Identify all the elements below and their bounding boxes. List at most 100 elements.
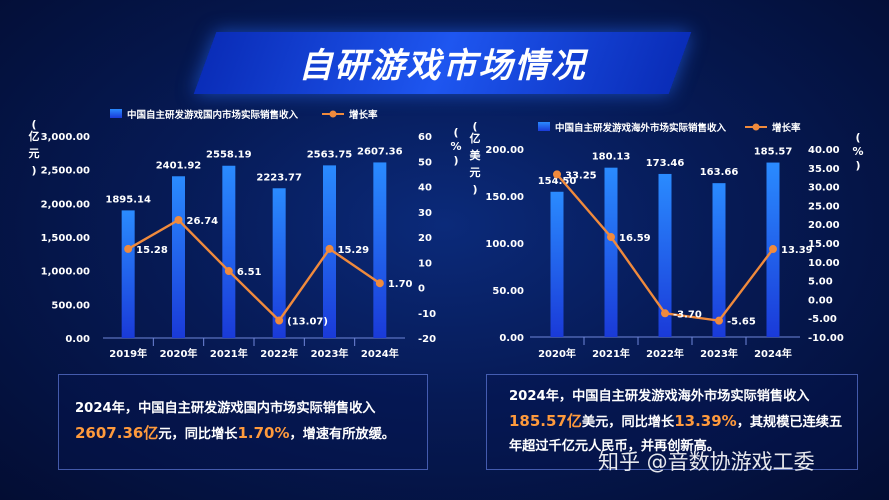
summary-right-text-1: 2024年，中国自主研发游戏海外市场实际销售收入	[509, 389, 810, 404]
x-tick-label: 2023年	[311, 347, 349, 360]
x-tick-label: 2021年	[210, 347, 248, 360]
bar-value-label: 173.46	[646, 158, 685, 169]
bar-value-label: 2223.77	[256, 172, 302, 183]
bar	[121, 210, 135, 338]
bar-value-label: 2558.19	[206, 150, 252, 161]
x-tick-label: 2021年	[592, 347, 630, 360]
y-axis-label-right-paren: )	[855, 159, 860, 172]
growth-point	[769, 245, 777, 254]
summary-left-text-1: 2024年，中国自主研发游戏国内市场实际销售收入	[75, 401, 376, 416]
summary-right-value-2: 13.39%	[674, 412, 737, 430]
page-title: 自研游戏市场情况	[298, 46, 587, 86]
x-tick-label: 2022年	[260, 347, 298, 360]
growth-value-label: 15.29	[338, 245, 370, 256]
y-tick-right: 20	[418, 233, 432, 244]
y-tick-right: 30.00	[808, 183, 840, 194]
bar-value-label: 2563.75	[307, 149, 353, 160]
y-axis-label-left: 元	[29, 147, 40, 160]
y-tick-right: 30	[418, 208, 432, 219]
y-tick-right: 0.00	[808, 295, 833, 306]
y-tick-left: 200.00	[485, 145, 524, 156]
growth-point	[607, 233, 615, 242]
y-tick-left: 0.00	[65, 334, 90, 345]
growth-value-label: -3.70	[673, 309, 702, 320]
growth-value-label: 1.70	[388, 279, 413, 290]
y-tick-right: -10	[418, 309, 436, 320]
y-tick-right: 40	[418, 183, 432, 194]
summary-box-right: 2024年，中国自主研发游戏海外市场实际销售收入 185.57亿美元，同比增长1…	[486, 374, 858, 470]
bar	[222, 165, 236, 338]
bar	[712, 183, 726, 337]
growth-value-label: -5.65	[727, 317, 756, 328]
legend-bar-label: 中国自主研发游戏海外市场实际销售收入	[555, 122, 727, 134]
y-axis-label-left: 美	[470, 148, 482, 162]
growth-value-label: 15.28	[136, 245, 168, 256]
y-axis-label-right: %	[852, 145, 863, 158]
summary-box-left: 2024年，中国自主研发游戏国内市场实际销售收入 2607.36亿元，同比增长1…	[58, 374, 428, 470]
x-tick-label: 2022年	[646, 347, 684, 360]
growth-value-label: 13.39	[781, 245, 813, 256]
y-tick-right: -5.00	[808, 314, 837, 325]
legend-line-marker	[329, 110, 337, 118]
y-axis-label-left-paren: (	[472, 120, 477, 133]
growth-point	[661, 309, 669, 318]
y-axis-label-left-paren: )	[31, 164, 36, 177]
y-axis-label-left-paren: (	[31, 118, 36, 131]
bar	[272, 188, 286, 338]
summary-left-value-1: 2607.36亿	[75, 424, 159, 442]
growth-point	[375, 279, 384, 288]
legend-line-label: 增长率	[772, 122, 801, 134]
y-tick-left: 150.00	[485, 192, 524, 203]
y-tick-right: 35.00	[808, 164, 840, 175]
y-tick-right: 25.00	[808, 201, 840, 212]
y-tick-left: 50.00	[492, 286, 524, 297]
y-axis-label-left-paren: )	[472, 183, 477, 196]
summary-left-text-3: ，增速有所放缓。	[289, 427, 396, 442]
y-tick-left: 3,000.00	[41, 132, 90, 143]
growth-point	[275, 316, 284, 325]
bar-value-label: 180.13	[592, 152, 631, 163]
x-tick-label: 2024年	[754, 347, 792, 360]
y-axis-label-right-paren: )	[453, 154, 458, 167]
x-tick-label: 2019年	[109, 347, 147, 360]
summary-right-text-2: 美元，同比增长	[581, 415, 675, 430]
legend-bar-swatch	[110, 109, 122, 118]
bar	[658, 173, 672, 337]
x-tick-label: 2020年	[538, 347, 576, 360]
growth-value-label: 33.25	[565, 170, 597, 181]
growth-point	[124, 244, 133, 253]
bar-value-label: 2401.92	[156, 160, 202, 171]
growth-value-label: (13.07)	[287, 317, 328, 328]
y-tick-right: -10.00	[808, 333, 844, 344]
legend-line-marker	[752, 123, 760, 131]
x-tick-label: 2023年	[700, 347, 738, 360]
bar-value-label: 154.50	[538, 176, 577, 187]
growth-point	[174, 215, 183, 224]
y-tick-left: 0.00	[499, 333, 524, 344]
bar	[373, 162, 387, 338]
bar-value-label: 163.66	[700, 167, 739, 178]
y-axis-label-right-paren: (	[855, 131, 860, 144]
y-tick-left: 500.00	[51, 300, 90, 311]
growth-point	[553, 170, 561, 179]
y-tick-left: 2,000.00	[41, 199, 90, 210]
growth-line	[127, 218, 381, 323]
legend-bar-label: 中国自主研发游戏国内市场实际销售收入	[127, 109, 299, 121]
y-axis-label-left: 亿	[29, 129, 40, 143]
y-tick-left: 100.00	[485, 239, 524, 250]
y-tick-right: 40.00	[808, 145, 840, 156]
y-tick-left: 2,500.00	[41, 166, 90, 177]
y-axis-label-right: %	[450, 140, 461, 153]
watermark: 知乎 @音数协游戏工委	[598, 450, 815, 474]
bar	[550, 191, 564, 337]
y-tick-right: 10	[418, 258, 432, 269]
x-tick-label: 2024年	[361, 347, 399, 360]
bar-value-label: 2607.36	[357, 146, 403, 157]
growth-value-label: 26.74	[187, 216, 219, 227]
bar-value-label: 1895.14	[105, 194, 151, 205]
x-tick-label: 2020年	[160, 347, 198, 360]
growth-point	[224, 267, 233, 276]
y-tick-left: 1,500.00	[41, 233, 90, 244]
summary-right-value-1: 185.57亿	[509, 412, 582, 430]
y-tick-right: 15.00	[808, 239, 840, 250]
